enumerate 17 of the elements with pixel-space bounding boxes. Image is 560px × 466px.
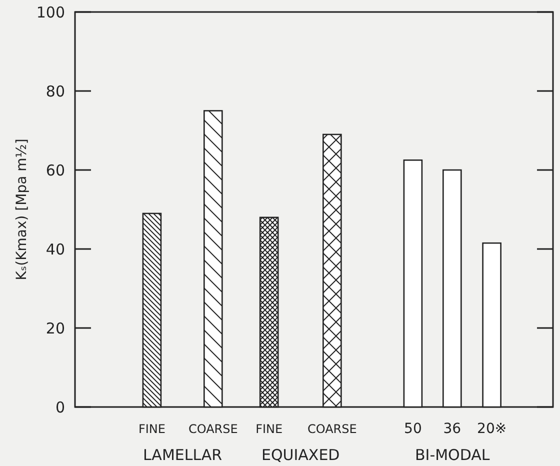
x-tick-label: 36: [443, 421, 462, 437]
x-tick-label: COARSE: [188, 422, 238, 436]
x-tick-label: FINE: [138, 422, 166, 436]
x-tick-label: 50: [404, 421, 422, 437]
y-axis-title: Kₛ(Kmax) [Mpa m½]: [14, 138, 30, 280]
x-tick-label: FINE: [256, 422, 283, 436]
y-tick-label: 80: [46, 82, 65, 100]
y-tick-label: 40: [46, 240, 65, 258]
x-tick-label: COARSE: [307, 422, 357, 436]
text: LAMELLAR: [142, 446, 222, 464]
text: BI-MODAL: [414, 446, 490, 464]
y-tick-label: 0: [55, 398, 65, 416]
y-tick-label: 60: [46, 161, 65, 180]
y-tick-label: 20: [46, 319, 65, 338]
x-tick-label: 20※: [477, 421, 507, 437]
text: EQUIAXED: [261, 446, 340, 464]
y-tick-label: 100: [36, 3, 65, 22]
